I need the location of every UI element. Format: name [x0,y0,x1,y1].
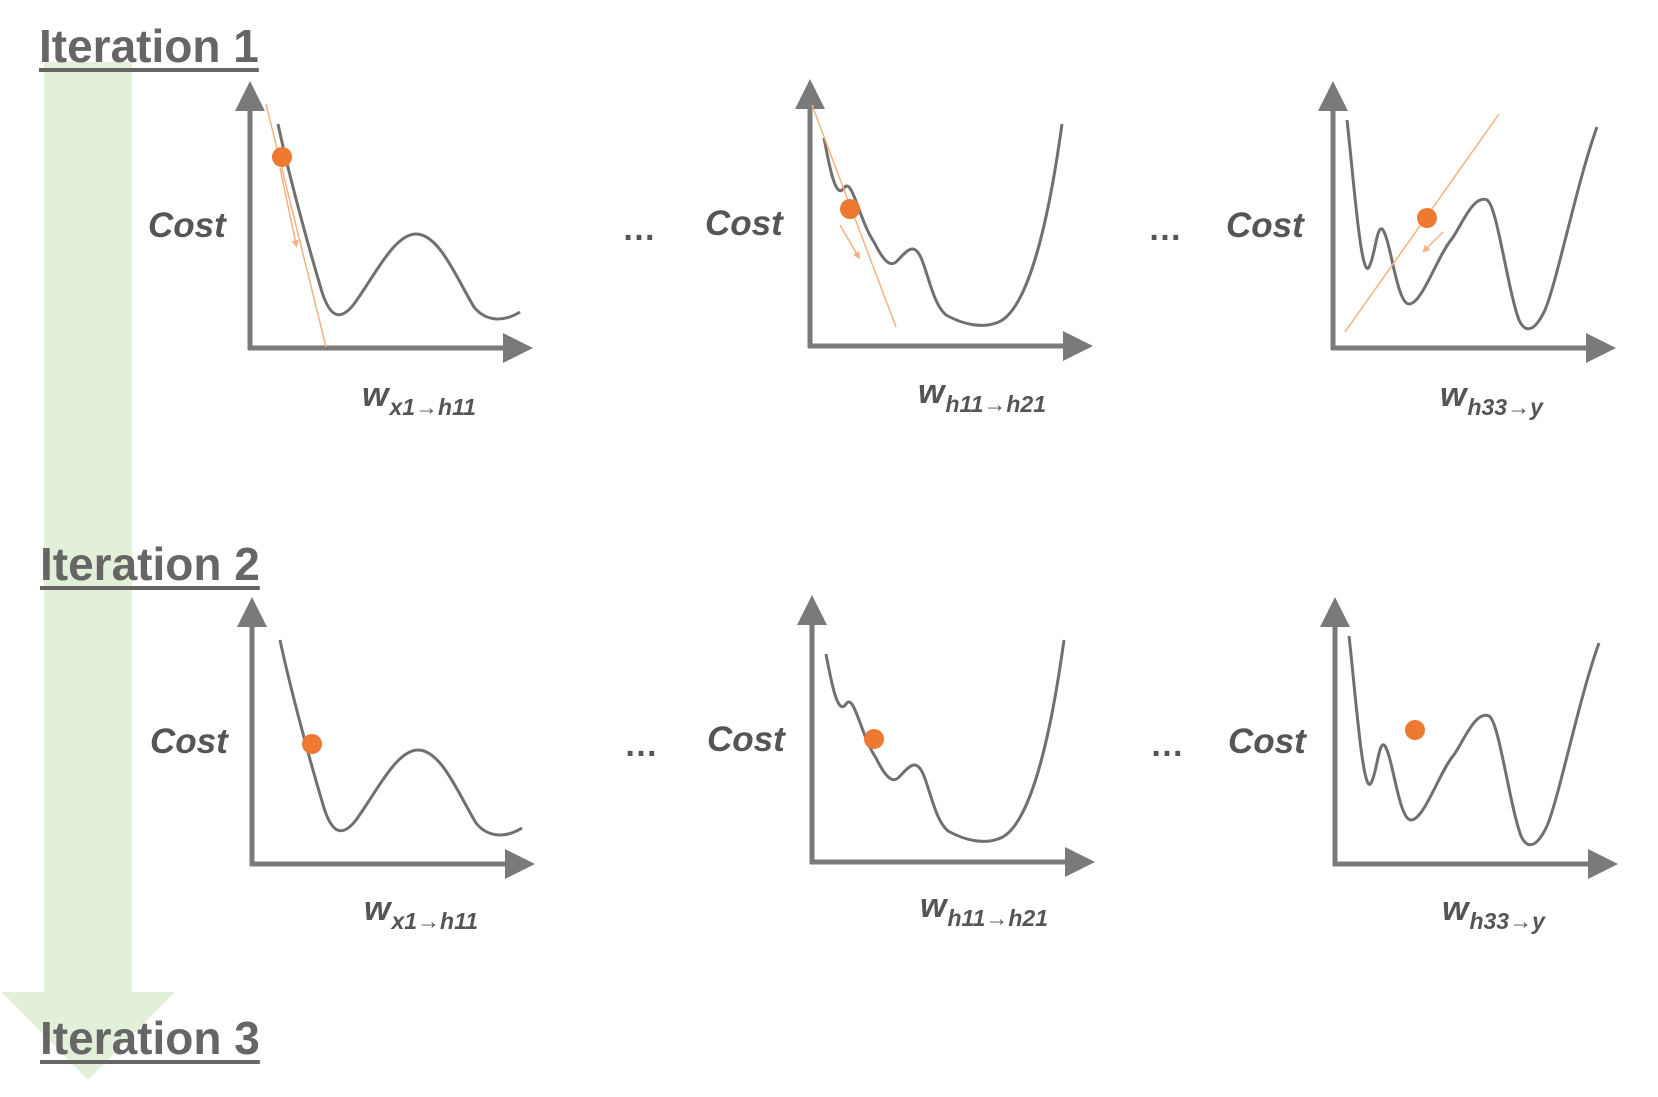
row1-panel2-cost-label: Cost [705,204,783,243]
weight-symbol: w [364,890,391,928]
current-weight-point [864,729,884,749]
row2-ellipsis-1: … [624,726,660,764]
row2-panel2-weight-label: wh11→h21 [920,887,1048,931]
row2-panel2-plot [797,595,1095,877]
weight-symbol: w [1442,890,1469,928]
weight-symbol: w [918,373,945,411]
row2-panel3-cost-label: Cost [1228,722,1306,761]
weight-subscript: x1→h11 [391,908,478,934]
cost-curve [276,123,521,321]
curve-group [278,639,523,837]
weight-subscript: h11→h21 [945,391,1047,417]
plot-group [797,595,1095,877]
curve-group [824,639,1066,843]
curve-group [265,103,521,348]
plot-group [237,597,535,879]
row2-panel3-plot [1320,597,1618,879]
plot-group [795,79,1093,361]
row2-panel1-plot [237,597,535,879]
iteration-3-heading: Iteration 3 [40,1012,260,1064]
curve-group [1344,113,1599,333]
iteration-1-heading: Iteration 1 [39,20,259,72]
row2-panel1-weight-label: wx1→h11 [364,890,478,934]
curve-group [811,104,1064,328]
plot-group [235,81,533,363]
cost-curve [822,123,1064,327]
row1-panel3-cost-label: Cost [1226,206,1304,245]
weight-subscript: x1→h11 [389,394,476,420]
row1-ellipsis-2: … [1148,210,1184,248]
plot-group [1320,597,1618,879]
row2-ellipsis-2: … [1150,726,1186,764]
row1-panel3-plot [1318,81,1616,363]
row2-panel1-cost-label: Cost [150,722,228,761]
row1-panel3-weight-label: wh33→y [1440,376,1543,420]
iteration-2-heading: Iteration 2 [40,538,260,590]
weight-symbol: w [920,887,947,925]
gradient-step-arrow [279,167,299,248]
weight-subscript: h11→h21 [947,905,1049,931]
current-weight-point [840,199,860,219]
row1-panel2-weight-label: wh11→h21 [918,373,1046,417]
current-weight-point [1405,720,1425,740]
row1-panel1-weight-label: wx1→h11 [362,376,476,420]
gradient-step-arrow [839,224,860,260]
tangent-line [265,103,327,348]
row1-panel1-cost-label: Cost [148,206,226,245]
plot-group [1318,81,1616,363]
current-weight-point [302,734,322,754]
cost-curve [1345,119,1599,331]
flow-arrow-shape [2,62,175,1080]
gradient-step-arrow [1422,231,1444,253]
weight-subscript: h33→y [1467,394,1543,420]
row1-panel2-plot [795,79,1093,361]
current-weight-point [272,147,292,167]
cost-curve [824,639,1066,843]
row1-ellipsis-1: … [622,210,658,248]
weight-symbol: w [362,376,389,414]
cost-curve [1347,635,1601,847]
curve-group [1347,635,1601,847]
weight-subscript: h33→y [1469,908,1545,934]
current-weight-point [1417,208,1437,228]
row2-panel2-cost-label: Cost [707,720,785,759]
weight-symbol: w [1440,376,1467,414]
row2-panel3-weight-label: wh33→y [1442,890,1545,934]
row1-panel1-plot [235,81,533,363]
